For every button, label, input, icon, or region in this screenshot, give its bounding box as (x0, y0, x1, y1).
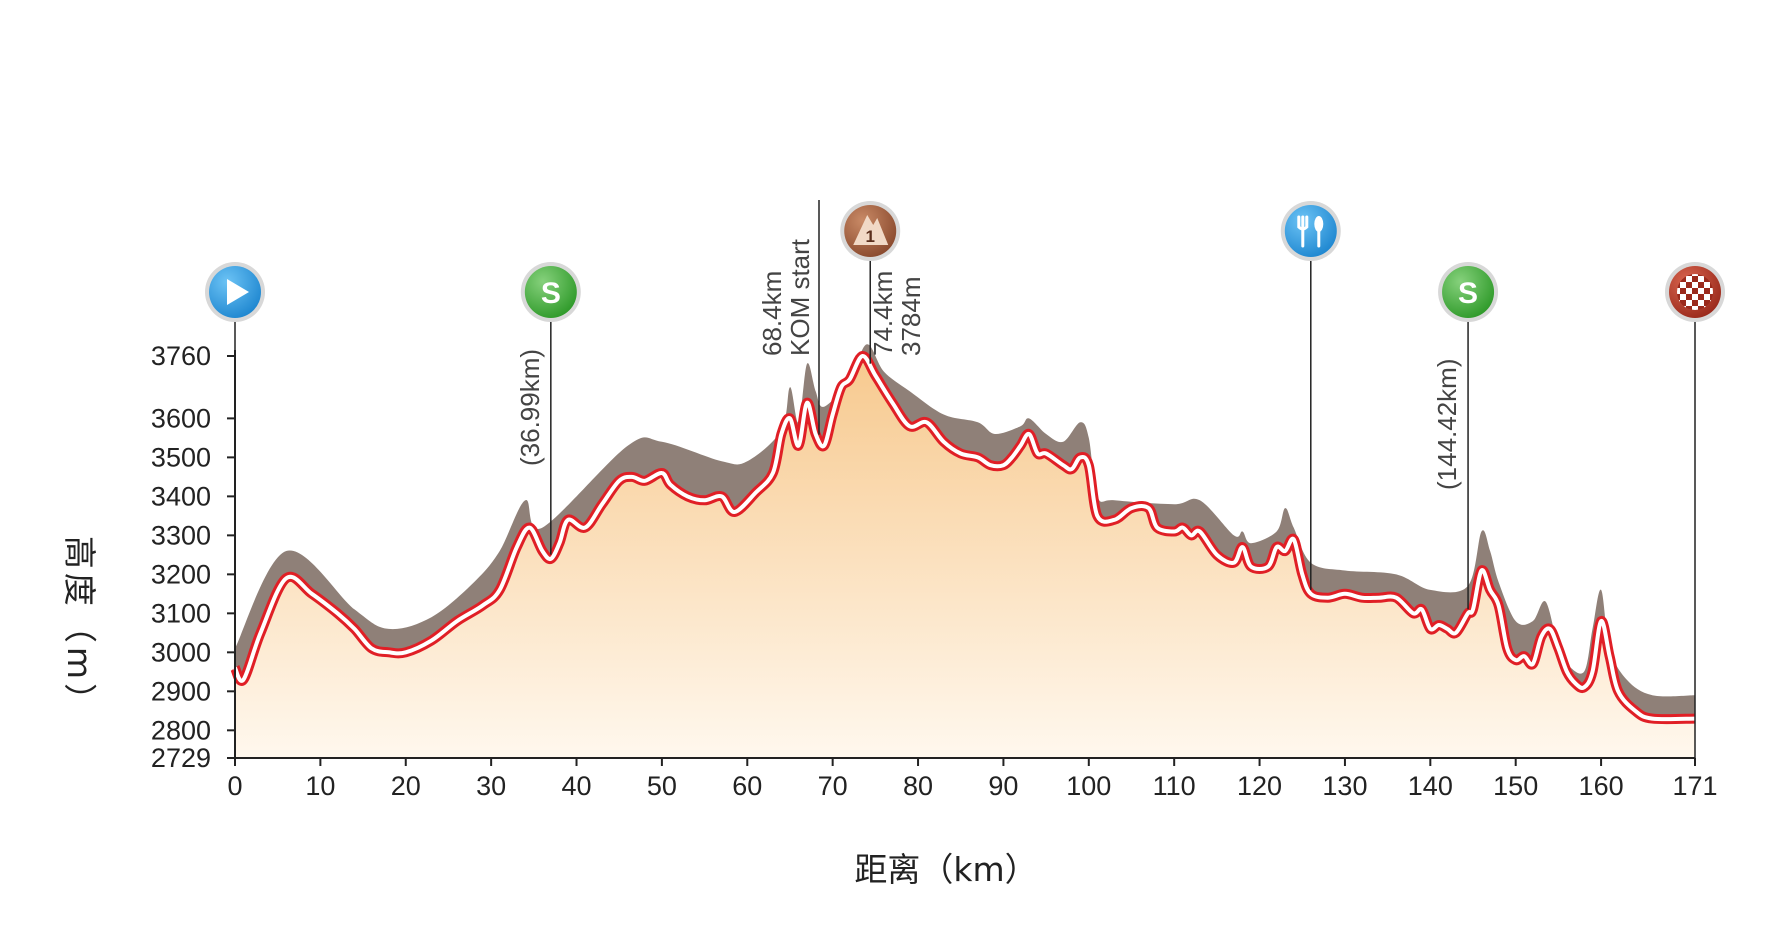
kom-start-label: 68.4kmKOM start (757, 238, 815, 356)
marker-kom: 1 74.4km3784m (840, 201, 926, 364)
x-tick-label: 20 (391, 771, 421, 801)
x-tick-label: 40 (561, 771, 591, 801)
x-tick-label: 80 (903, 771, 933, 801)
mountain-glyph (853, 215, 889, 245)
x-tick-label: 30 (476, 771, 506, 801)
kom-summit-label: 74.4km3784m (868, 271, 926, 356)
kom-summit-distance: 74.4km (868, 271, 898, 356)
y-tick-label: 3200 (151, 559, 211, 589)
y-tick-label: 3600 (151, 403, 211, 433)
x-tick-label: 50 (647, 771, 677, 801)
route-markers: S (36.99km) 68.4kmKOM start 1 74.4km3784m S (1… (205, 200, 1725, 758)
y-tick-label: 3100 (151, 598, 211, 628)
x-tick-label: 0 (227, 771, 242, 801)
y-tick-label: 3760 (151, 341, 211, 371)
spoon-glyph (1314, 216, 1324, 232)
x-tick-label: 160 (1579, 771, 1624, 801)
y-tick-label: 3500 (151, 442, 211, 472)
y-tick-label: 2729 (151, 743, 211, 773)
x-tick-label: 150 (1493, 771, 1538, 801)
x-tick-label: 140 (1408, 771, 1453, 801)
y-tick-label: 2900 (151, 676, 211, 706)
x-tick-label: 100 (1066, 771, 1111, 801)
profile-fill-area (235, 355, 1695, 758)
sprint-distance-label: (144.42km) (1432, 359, 1462, 491)
kom-category: 1 (865, 227, 874, 246)
y-tick-label: 3300 (151, 520, 211, 550)
y-tick-label: 2800 (151, 715, 211, 745)
kom-summit-elevation: 3784m (896, 277, 926, 357)
kom-start-text: KOM start (785, 238, 815, 356)
marker-kom-start: 68.4kmKOM start (757, 200, 820, 435)
plot-area (230, 344, 1696, 758)
x-axis-title: 距离（km） (854, 850, 1037, 889)
x-tick-label: 130 (1322, 771, 1367, 801)
x-tick-label: 70 (818, 771, 848, 801)
fork-knife-icon (1284, 205, 1337, 257)
sprint-distance-label: (36.99km) (515, 349, 545, 466)
y-axis-title: 高度（m） (60, 536, 99, 720)
marker-sprint: S (144.42km) (1432, 262, 1499, 610)
kom-start-distance: 68.4km (757, 271, 787, 356)
x-tick-label: 171 (1672, 771, 1717, 801)
y-tick-label: 3400 (151, 481, 211, 511)
marker-feed (1280, 201, 1341, 590)
x-tick-label: 90 (988, 771, 1018, 801)
sprint-icon (524, 266, 577, 318)
fork-glyph (1297, 215, 1309, 248)
y-tick-label: 3000 (151, 637, 211, 667)
marker-sprint: S (36.99km) (515, 262, 581, 555)
sprint-glyph: S (541, 277, 561, 310)
play-glyph (227, 279, 249, 305)
sprint-icon (1442, 266, 1495, 318)
checkered-glyph (1677, 274, 1713, 310)
axes: 0 10 20 30 40 50 60 70 80 90 100 110 120 130 140 150 160… (151, 341, 1718, 801)
profile-line-highlight (233, 354, 1696, 722)
marker-finish (1665, 262, 1725, 758)
x-tick-label: 110 (1153, 771, 1196, 801)
x-tick-label: 60 (732, 771, 762, 801)
sprint-glyph: S (1458, 277, 1478, 310)
x-tick-label: 10 (305, 771, 335, 801)
x-tick-label: 120 (1237, 771, 1282, 801)
